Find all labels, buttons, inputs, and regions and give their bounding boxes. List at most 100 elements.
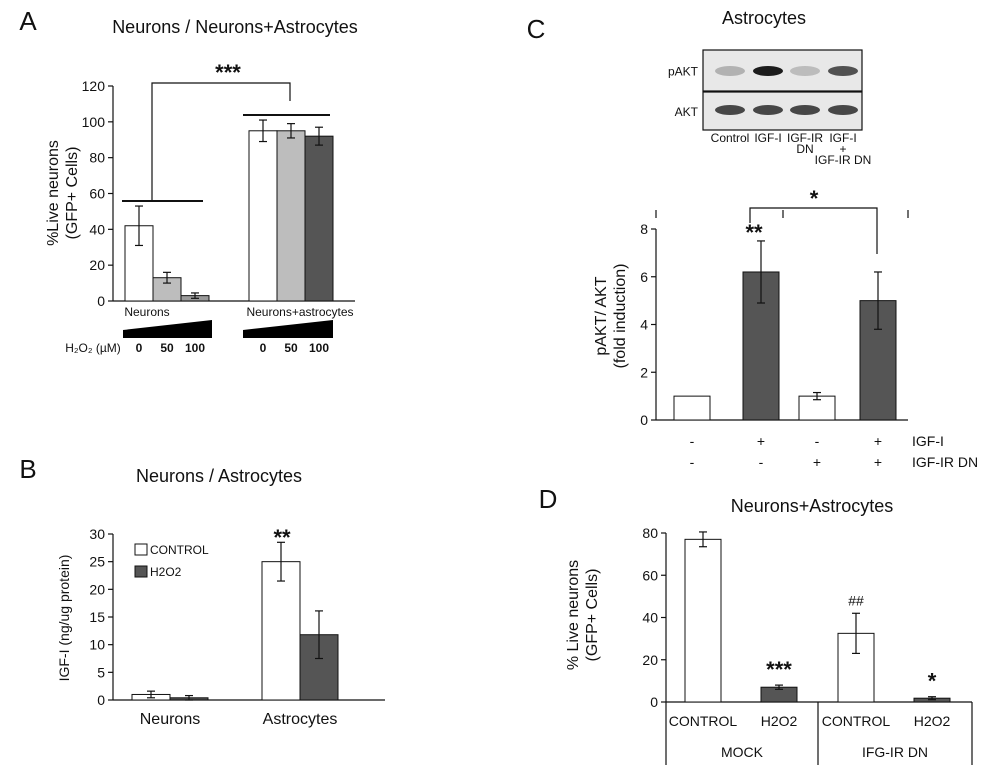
panel-c-letter: C xyxy=(527,14,546,44)
panel-d-category-label: CONTROL xyxy=(669,713,738,729)
panel-d-category-label: CONTROL xyxy=(822,713,891,729)
panel-b-title: Neurons / Astrocytes xyxy=(136,466,302,486)
panel-c-ylabel: pAKT/ AKT (fold induction) xyxy=(593,264,629,369)
panel-a-dose-label: 0 xyxy=(260,341,267,355)
panel-c-band-pakt xyxy=(828,66,858,76)
panel-a-ylabel-line2: (GFP+ Cells) xyxy=(64,147,81,240)
panel-a-y-axis-tick-label: 40 xyxy=(89,221,105,237)
panel-d-letter: D xyxy=(539,484,558,514)
panel-a-bar xyxy=(304,135,334,302)
panel-d-y-axis-tick-label: 40 xyxy=(642,610,658,626)
panel-c-condition-dn: + xyxy=(874,454,882,470)
panel-a-dose-wedge-mixed xyxy=(243,320,333,338)
panel-a-dose-wedge-neurons xyxy=(123,320,212,338)
panel-a-dose-label: 100 xyxy=(309,341,329,355)
panel-a-significance: *** xyxy=(215,60,241,85)
panel-b-y-axis-tick-label: 5 xyxy=(97,664,105,680)
panel-c-band-akt xyxy=(790,105,820,115)
panel-d-group-label-dn: IFG-IR DN xyxy=(862,744,928,760)
panel-b-y-axis-tick-label: 30 xyxy=(89,526,105,542)
panel-a-y-axis-tick-label: 80 xyxy=(89,150,105,166)
panel-c-condition-dn: - xyxy=(759,454,764,470)
panel-c-lane-label: DN xyxy=(796,142,813,156)
panel-c-significance-bracket-label: * xyxy=(810,186,819,211)
panel-c-title: Astrocytes xyxy=(722,8,806,28)
panel-c-condition-igf: - xyxy=(815,433,820,449)
panel-d-group-label-mock: MOCK xyxy=(721,744,764,760)
panel-a-significance-bracket xyxy=(151,82,291,201)
panel-d-category-label: H2O2 xyxy=(761,713,798,729)
panel-a-dose-label: 0 xyxy=(136,341,143,355)
panel-b-bar xyxy=(261,561,301,701)
panel-a-dose-label: 100 xyxy=(185,341,205,355)
panel-b-ylabel: IGF-I (ng/ug protein) xyxy=(56,555,72,682)
panel-d-ylabel: % Live neurons (GFP+ Cells) xyxy=(565,560,601,670)
panel-c-y-axis-tick-label: 8 xyxy=(640,221,648,237)
panel-d-y-axis-tick-label: 20 xyxy=(642,652,658,668)
panel-c-condition-label-igf: IGF-I xyxy=(912,433,944,449)
panel-c-lane-label: IGF-IR xyxy=(787,131,823,145)
panel-b-legend-label-h2o2: H2O2 xyxy=(150,565,182,579)
panel-c-condition-igf: + xyxy=(757,433,765,449)
panel-c-significance-bracket xyxy=(749,207,878,254)
panel-c-y-axis-tick-label: 4 xyxy=(640,317,648,333)
panel-c-significance-bar2: ** xyxy=(745,220,763,245)
panel-c-y-axis-tick-label: 0 xyxy=(640,412,648,428)
panel-c-band-pakt xyxy=(753,66,783,76)
panel-a-y-axis-tick-label: 60 xyxy=(89,186,105,202)
panel-d-title: Neurons+Astrocytes xyxy=(731,496,894,516)
panel-a-dose-label: 50 xyxy=(284,341,298,355)
panel-c-condition-dn: + xyxy=(813,454,821,470)
panel-b-category-label: Astrocytes xyxy=(263,711,338,728)
panel-c-condition-igf: - xyxy=(690,433,695,449)
panel-a-dose-label: 50 xyxy=(160,341,174,355)
panel-c-condition-igf: + xyxy=(874,433,882,449)
panel-a-bar xyxy=(248,130,278,302)
panel-a-bar xyxy=(276,130,306,302)
panel-a-dose-axis-label: H₂O₂ (µM) xyxy=(65,341,121,355)
panel-a-y-axis-tick-label: 120 xyxy=(82,78,106,94)
panel-d-ylabel-line2: (GFP+ Cells) xyxy=(584,569,601,662)
panel-c-lane-label: IGF-I xyxy=(829,131,856,145)
panel-c-lane-label: IGF-IR DN xyxy=(815,153,872,167)
panel-b-y-axis-tick-label: 0 xyxy=(97,692,105,708)
panel-b-legend-swatch-h2o2 xyxy=(134,565,148,578)
panel-b-y-axis-tick-label: 25 xyxy=(89,554,105,570)
panel-a-y-axis-tick-label: 20 xyxy=(89,257,105,273)
panel-b-letter: B xyxy=(19,454,36,484)
panel-a-y-axis-tick-label: 100 xyxy=(82,114,106,130)
panel-a-group-label-neurons: Neurons xyxy=(124,305,169,319)
panel-c-lane-label: Control xyxy=(711,131,750,145)
panel-c-y-axis-tick-label: 6 xyxy=(640,269,648,285)
panel-a-ylabel: %Live neurons (GFP+ Cells) xyxy=(45,140,81,246)
panel-c-lane-label: + xyxy=(839,142,846,156)
panel-c-condition-label-dn: IGF-IR DN xyxy=(912,454,978,470)
panel-c-band-pakt xyxy=(715,66,745,76)
panel-b-y-axis-tick-label: 20 xyxy=(89,581,105,597)
panel-c-y-axis-tick-label: 2 xyxy=(640,364,648,380)
panel-d-y-axis-tick-label: 60 xyxy=(642,567,658,583)
panel-c-band-pakt xyxy=(790,66,820,76)
panel-b-category-label: Neurons xyxy=(140,711,200,728)
panel-b-y-axis-tick-label: 15 xyxy=(89,609,105,625)
panel-b-significance: ** xyxy=(273,525,291,550)
panel-c-blot-row-label: pAKT xyxy=(668,65,699,79)
panel-c-band-akt xyxy=(828,105,858,115)
panel-d-bar xyxy=(684,538,722,703)
panel-b-y-axis-tick-label: 10 xyxy=(89,637,105,653)
panel-c-condition-dn: - xyxy=(690,454,695,470)
panel-d-annotation: ## xyxy=(848,592,864,608)
panel-c-blot-row-label: AKT xyxy=(675,105,699,119)
panel-d-y-axis-tick-label: 80 xyxy=(642,525,658,541)
panel-d-annotation: * xyxy=(928,669,937,694)
panel-a-y-axis-tick-label: 0 xyxy=(97,293,105,309)
panel-a-letter: A xyxy=(19,6,37,36)
panel-c-bar xyxy=(673,395,711,421)
panel-d-y-axis-tick-label: 0 xyxy=(650,694,658,710)
panel-a-group-label-neurons-astrocytes: Neurons+astrocytes xyxy=(246,305,353,319)
panel-d-ylabel-line1: % Live neurons xyxy=(565,560,582,670)
panel-a-title: Neurons / Neurons+Astrocytes xyxy=(112,17,358,37)
panel-d-annotation: *** xyxy=(766,657,792,682)
panel-c-ylabel-line1: pAKT/ AKT xyxy=(593,276,610,355)
